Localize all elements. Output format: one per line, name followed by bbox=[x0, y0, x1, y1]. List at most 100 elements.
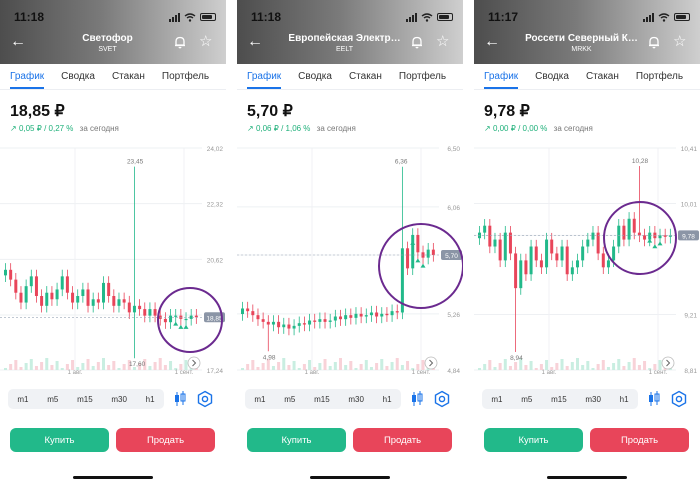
candlestick-type-icon[interactable] bbox=[172, 390, 188, 408]
volume-bar bbox=[153, 362, 157, 370]
volume-bar bbox=[524, 365, 528, 370]
interval-m5[interactable]: m5 bbox=[284, 394, 296, 404]
x-tick-label: 1 сент. bbox=[649, 370, 668, 376]
candle-body bbox=[24, 286, 28, 303]
interval-m1[interactable]: m1 bbox=[491, 394, 503, 404]
volume-bar bbox=[591, 368, 595, 370]
interval-h1[interactable]: h1 bbox=[382, 394, 392, 404]
sell-button[interactable]: Продать bbox=[590, 428, 689, 452]
volume-bar bbox=[627, 362, 631, 370]
volume-bar bbox=[308, 360, 312, 370]
chevron-right-icon[interactable] bbox=[661, 356, 675, 370]
tab-chart[interactable]: График bbox=[10, 68, 45, 89]
settings-hexagon-icon[interactable] bbox=[670, 390, 688, 408]
candlestick-type-icon[interactable] bbox=[409, 390, 425, 408]
interval-m15[interactable]: m15 bbox=[77, 394, 93, 404]
trade-marker-icon bbox=[183, 324, 189, 329]
buy-button[interactable]: Купить bbox=[10, 428, 109, 452]
tab-orderbook[interactable]: Стакан bbox=[111, 71, 145, 82]
candle-body bbox=[529, 246, 533, 275]
wifi-icon bbox=[658, 12, 670, 22]
volume-bar bbox=[158, 358, 162, 370]
tab-portfolio[interactable]: Портфель bbox=[161, 71, 210, 82]
candle-body bbox=[488, 225, 492, 247]
back-arrow-icon[interactable]: ← bbox=[247, 33, 263, 50]
candle-body bbox=[545, 239, 549, 268]
candle-body bbox=[313, 320, 317, 322]
interval-m5[interactable]: m5 bbox=[47, 394, 59, 404]
candle-body bbox=[359, 313, 363, 317]
y-tick-label: 17,24 bbox=[207, 368, 224, 375]
bell-icon[interactable] bbox=[410, 35, 424, 49]
buy-button[interactable]: Купить bbox=[247, 428, 346, 452]
candle-body bbox=[71, 292, 75, 303]
candle-body bbox=[426, 249, 430, 258]
star-icon[interactable]: ☆ bbox=[673, 33, 687, 50]
tab-portfolio[interactable]: Портфель bbox=[635, 71, 684, 82]
candle-body bbox=[261, 319, 265, 322]
volume-bar bbox=[570, 362, 574, 370]
interval-h1[interactable]: h1 bbox=[145, 394, 155, 404]
tab-summary[interactable]: Сводка bbox=[61, 71, 95, 82]
home-indicator bbox=[547, 476, 627, 479]
star-icon[interactable]: ☆ bbox=[436, 33, 450, 50]
buy-button[interactable]: Купить bbox=[484, 428, 583, 452]
y-tick-label: 8,81 bbox=[684, 368, 697, 375]
signal-icon bbox=[406, 12, 417, 22]
home-indicator bbox=[310, 476, 390, 479]
tab-summary[interactable]: Сводка bbox=[298, 71, 332, 82]
volume-bar bbox=[40, 362, 44, 370]
price-chart[interactable]: 6,506,065,705,264,846,364,985,701 авг.1 … bbox=[237, 140, 463, 376]
trade-marker-icon bbox=[415, 258, 421, 263]
interval-m30[interactable]: m30 bbox=[348, 394, 364, 404]
y-tick-label: 4,84 bbox=[447, 368, 460, 375]
interval-m1[interactable]: m1 bbox=[254, 394, 266, 404]
trade-marker-icon bbox=[647, 238, 653, 243]
interval-m30[interactable]: m30 bbox=[111, 394, 127, 404]
bell-icon[interactable] bbox=[647, 35, 661, 49]
candle-body bbox=[132, 305, 136, 313]
instrument-title: Европейская Электр… EELT bbox=[277, 33, 412, 53]
chevron-right-icon[interactable] bbox=[424, 356, 438, 370]
tab-orderbook[interactable]: Стакан bbox=[348, 71, 382, 82]
candlestick-type-icon[interactable] bbox=[646, 390, 662, 408]
tab-bar: График Сводка Стакан Портфель bbox=[474, 68, 700, 90]
interval-m15[interactable]: m15 bbox=[551, 394, 567, 404]
interval-m30[interactable]: m30 bbox=[585, 394, 601, 404]
star-icon[interactable]: ☆ bbox=[199, 33, 213, 50]
tab-summary[interactable]: Сводка bbox=[535, 71, 569, 82]
interval-m1[interactable]: m1 bbox=[17, 394, 29, 404]
candle-body bbox=[328, 320, 332, 322]
price-change: ↗ 0,06 ₽ / 1,06 % за сегодня bbox=[247, 124, 356, 133]
tab-chart[interactable]: График bbox=[247, 68, 282, 89]
sell-button[interactable]: Продать bbox=[353, 428, 452, 452]
bell-icon[interactable] bbox=[173, 35, 187, 49]
candle-body bbox=[127, 302, 131, 313]
interval-m5[interactable]: m5 bbox=[521, 394, 533, 404]
interval-h1[interactable]: h1 bbox=[619, 394, 629, 404]
x-tick-label: 1 сент. bbox=[175, 370, 194, 376]
battery-icon bbox=[674, 13, 690, 21]
instrument-ticker: EELT bbox=[336, 46, 353, 53]
settings-hexagon-icon[interactable] bbox=[196, 390, 214, 408]
phone-screen-svet: 11:18 ← Светофор SVET ☆ График Сводка Ст… bbox=[0, 0, 226, 487]
chevron-right-icon[interactable] bbox=[187, 356, 201, 370]
tab-portfolio[interactable]: Портфель bbox=[398, 71, 447, 82]
volume-bar bbox=[344, 365, 348, 370]
back-arrow-icon[interactable]: ← bbox=[10, 33, 26, 50]
price-change: ↗ 0,05 ₽ / 0,27 % за сегодня bbox=[10, 124, 119, 133]
back-arrow-icon[interactable]: ← bbox=[484, 33, 500, 50]
volume-bar bbox=[529, 361, 533, 370]
tab-chart[interactable]: График bbox=[484, 68, 519, 89]
volume-bar bbox=[617, 359, 621, 370]
tab-orderbook[interactable]: Стакан bbox=[585, 71, 619, 82]
change-arrow-icon: ↗ bbox=[10, 124, 17, 133]
candle-body bbox=[246, 308, 250, 312]
volume-bar bbox=[643, 361, 647, 370]
interval-m15[interactable]: m15 bbox=[314, 394, 330, 404]
candle-body bbox=[663, 235, 667, 237]
price-chart[interactable]: 24,0222,3220,6218,9217,2423,4517,6018,85… bbox=[0, 140, 226, 376]
settings-hexagon-icon[interactable] bbox=[433, 390, 451, 408]
sell-button[interactable]: Продать bbox=[116, 428, 215, 452]
